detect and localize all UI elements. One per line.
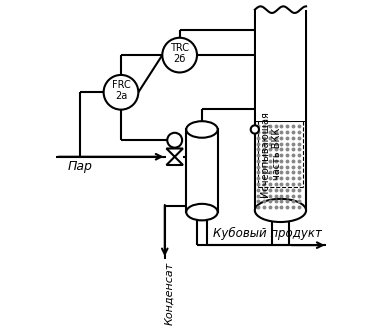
Text: Исчерпывающая: Исчерпывающая: [260, 111, 270, 197]
Circle shape: [104, 75, 138, 110]
Bar: [186, 129, 218, 212]
Ellipse shape: [186, 204, 218, 220]
Circle shape: [251, 125, 259, 134]
Ellipse shape: [186, 121, 218, 138]
Circle shape: [162, 38, 197, 73]
Polygon shape: [166, 148, 183, 157]
Text: Пар: Пар: [67, 160, 92, 173]
Bar: [256, 10, 305, 121]
Ellipse shape: [255, 199, 306, 222]
Text: FRC
2а: FRC 2а: [112, 80, 130, 101]
Text: TRC
2б: TRC 2б: [170, 43, 189, 64]
Text: Конденсат: Конденсат: [164, 262, 174, 325]
Circle shape: [167, 133, 182, 148]
Text: часть ВКК: часть ВКК: [272, 128, 282, 181]
Polygon shape: [166, 157, 183, 165]
Text: Кубовый продукт: Кубовый продукт: [213, 227, 322, 240]
